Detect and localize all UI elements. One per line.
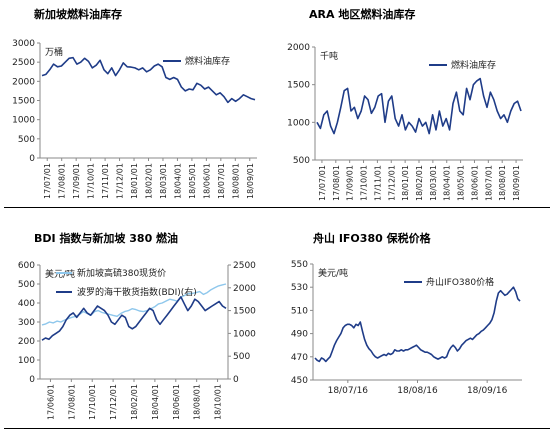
zhoushan_ifo380-y-tick-label: 450 (291, 376, 308, 386)
ara_fuel_stock-x-tick-label: 18/09/01 (512, 165, 521, 201)
sg_fuel_stock-x-tick-label: 18/04/01 (173, 163, 182, 199)
bdi_vs_sg380-y-tick-label: 400 (18, 299, 35, 309)
sg_fuel_stock-x-tick-label: 18/07/01 (217, 163, 226, 199)
zhoushan_ifo380-y-tick-label: 550 (291, 260, 308, 270)
bdi_vs_sg380-y-tick-label-right: 2000 (233, 284, 256, 294)
sg_fuel_stock-y-tick-label: 1500 (12, 97, 35, 107)
bdi_vs_sg380-y-tick-label: 200 (18, 337, 35, 347)
bdi_vs_sg380-y-tick-label: 300 (18, 318, 35, 328)
bdi_vs_sg380-x-tick-label: 18/10/01 (214, 384, 223, 420)
bdi_vs_sg380-y-tick-label-right: 1000 (233, 329, 256, 339)
bdi_vs_sg380-y-tick-label: 600 (18, 261, 35, 271)
chart-title-zhoushan: 舟山 IFO380 保税价格 (313, 232, 431, 245)
zhoushan_ifo380-x-tick-label: 18/07/16 (328, 386, 369, 396)
zhoushan_ifo380-legend-label: 舟山IFO380价格 (426, 276, 494, 288)
chart-title-ara-stock: ARA 地区燃料油库存 (309, 8, 416, 21)
sg_fuel_stock-unit-label: 万桶 (45, 46, 63, 58)
ara_fuel_stock-x-tick-label: 17/07/01 (318, 165, 327, 201)
bdi_vs_sg380-legend-label-0: 新加坡高硫380现货价 (77, 267, 166, 279)
ara_fuel_stock-x-tick-label: 18/03/01 (429, 165, 438, 201)
ara_fuel_stock-x-tick-label: 18/06/01 (470, 165, 479, 201)
chart-title-sg-stock: 新加坡燃料油库存 (34, 8, 122, 21)
section-divider-bottom (4, 428, 550, 429)
zhoushan_ifo380-x-tick-label: 18/08/16 (397, 386, 438, 396)
ara_fuel_stock-x-tick-label: 18/01/01 (401, 165, 410, 201)
sg_fuel_stock-x-tick-label: 18/03/01 (159, 163, 168, 199)
ara_fuel_stock-x-tick-label: 17/08/01 (332, 165, 341, 201)
zhoushan_ifo380-x-tick-label: 18/09/16 (467, 386, 508, 396)
bdi_vs_sg380-series-0-line (41, 283, 227, 326)
ara_fuel_stock-y-tick-label: 1000 (287, 118, 310, 128)
zhoushan_ifo380-y-tick-label: 490 (291, 330, 308, 340)
bdi_vs_sg380-y-tick-label: 500 (18, 280, 35, 290)
zhoushan_ifo380-y-tick-label: 510 (291, 306, 308, 316)
ara_fuel_stock-y-tick-label: 2000 (287, 43, 310, 53)
bdi_vs_sg380-x-tick-label: 18/08/01 (193, 384, 202, 420)
ara_fuel_stock-x-tick-label: 17/10/01 (360, 165, 369, 201)
ara_fuel_stock-x-tick-label: 17/09/01 (346, 165, 355, 201)
bdi_vs_sg380-y-tick-label: 0 (29, 375, 35, 385)
ara_fuel_stock-series-0-line (316, 77, 522, 135)
sg_fuel_stock-y-tick-label: 500 (18, 135, 35, 145)
ara_fuel_stock-y-tick-label: 1500 (287, 81, 310, 91)
sg_fuel_stock-x-tick-label: 18/06/01 (202, 163, 211, 199)
sg_fuel_stock-x-tick-label: 18/08/01 (231, 163, 240, 199)
ara_fuel_stock-x-tick-label: 18/07/01 (484, 165, 493, 201)
sg_fuel_stock-x-tick-label: 18/02/01 (145, 163, 154, 199)
section-divider-top (4, 207, 550, 208)
bdi_vs_sg380-legend-label-1: 波罗的海干散货指数(BDI)(右) (77, 286, 197, 298)
ara_fuel_stock-x-tick-label: 18/05/01 (457, 165, 466, 201)
bdi_vs_sg380-x-tick-label: 17/08/01 (67, 384, 76, 420)
ara_fuel_stock-x-tick-label: 18/04/01 (443, 165, 452, 201)
ara_fuel_stock-y-tick-label: 500 (293, 156, 310, 166)
sg_fuel_stock-series-0-line (41, 56, 256, 104)
sg_fuel_stock-x-tick-label: 18/05/01 (188, 163, 197, 199)
sg_fuel_stock-y-tick-label: 1000 (12, 116, 35, 126)
zhoushan_ifo380-series-0-line (314, 286, 521, 363)
zhoushan_ifo380-unit-label: 美元/吨 (318, 267, 348, 279)
sg_fuel_stock-x-tick-label: 18/09/01 (246, 163, 255, 199)
ara_fuel_stock-x-tick-label: 17/12/01 (387, 165, 396, 201)
bdi_vs_sg380-y-tick-label-right: 1500 (233, 307, 256, 317)
sg_fuel_stock-y-tick-label: 2500 (12, 58, 35, 68)
bdi_vs_sg380-y-tick-label: 100 (18, 356, 35, 366)
bdi_vs_sg380-y-tick-label-right: 0 (233, 375, 239, 385)
bdi_vs_sg380-x-tick-label: 18/02/01 (130, 384, 139, 420)
sg_fuel_stock-y-tick-label: 0 (29, 154, 35, 164)
ara_fuel_stock-legend-label: 燃料油库存 (451, 59, 496, 71)
zhoushan_ifo380-y-tick-label: 470 (291, 353, 308, 363)
bdi_vs_sg380-x-tick-label: 17/06/01 (46, 384, 55, 420)
sg_fuel_stock-legend-label: 燃料油库存 (185, 55, 230, 67)
bdi_vs_sg380-y-tick-label-right: 500 (233, 352, 250, 362)
sg_fuel_stock-x-tick-label: 17/10/01 (87, 163, 96, 199)
ara_fuel_stock-x-tick-label: 18/08/01 (498, 165, 507, 201)
sg_fuel_stock-x-tick-label: 18/01/01 (130, 163, 139, 199)
ara_fuel_stock-x-tick-label: 18/02/01 (415, 165, 424, 201)
sg_fuel_stock-x-tick-label: 17/08/01 (58, 163, 67, 199)
ara_fuel_stock-unit-label: 千吨 (320, 50, 338, 62)
sg_fuel_stock-y-tick-label: 2000 (12, 77, 35, 87)
bdi_vs_sg380-x-tick-label: 18/04/01 (151, 384, 160, 420)
bdi_vs_sg380-x-tick-label: 17/12/01 (109, 384, 118, 420)
sg_fuel_stock-x-tick-label: 17/09/01 (72, 163, 81, 199)
sg_fuel_stock-x-tick-label: 17/12/01 (116, 163, 125, 199)
bdi_vs_sg380-x-tick-label: 17/10/01 (88, 384, 97, 420)
zhoushan_ifo380-y-tick-label: 530 (291, 283, 308, 293)
chart-title-bdi: BDI 指数与新加坡 380 燃油 (34, 232, 179, 245)
bdi_vs_sg380-x-tick-label: 18/06/01 (172, 384, 181, 420)
bdi_vs_sg380-y-tick-label-right: 2500 (233, 261, 256, 271)
sg_fuel_stock-x-tick-label: 17/11/01 (101, 163, 110, 199)
sg_fuel_stock-x-tick-label: 17/07/01 (43, 163, 52, 199)
ara_fuel_stock-x-tick-label: 17/11/01 (373, 165, 382, 201)
sg_fuel_stock-y-tick-label: 3000 (12, 39, 35, 49)
bdi_vs_sg380-series-1-line (41, 296, 227, 341)
